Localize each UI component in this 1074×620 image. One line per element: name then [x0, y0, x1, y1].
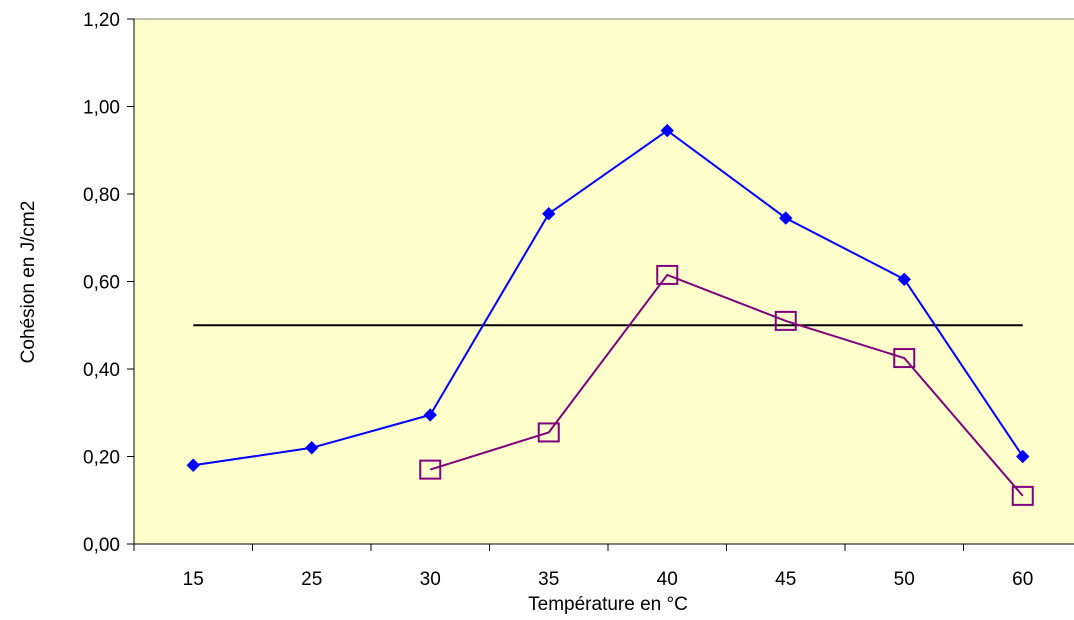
x-tick-label: 25	[301, 569, 322, 590]
series-2-point	[537, 422, 560, 443]
series-2-point	[893, 348, 916, 369]
x-tick-label: 60	[1012, 569, 1033, 590]
y-tick-label: 0,80	[83, 185, 120, 206]
x-tick-label: 15	[183, 569, 204, 590]
x-tick-label: 45	[775, 569, 796, 590]
x-tick-label: 30	[420, 569, 441, 590]
series-line-2	[430, 273, 1024, 497]
y-axis: 0,00 0,20 0,40 0,60 0,80 1,00 1,20	[83, 10, 135, 556]
y-axis-title: Cohésion en J/cm2	[18, 201, 39, 364]
x-axis: 15 25 30 35 40 45 50 60	[133, 543, 1074, 590]
y-tick-label: 1,00	[83, 98, 120, 119]
series-line-1	[193, 129, 1024, 467]
series-1-point	[305, 441, 319, 455]
y-tick-label: 0,00	[83, 535, 120, 556]
x-tick-label: 35	[538, 569, 559, 590]
y-tick-label: 0,60	[83, 273, 120, 294]
x-axis-title: Température en °C	[528, 594, 688, 615]
series-1-point	[897, 272, 911, 287]
plot-area	[133, 18, 1074, 545]
series-2-point	[774, 310, 797, 331]
series-1-point	[779, 211, 793, 225]
series-2-point	[419, 459, 442, 480]
series-1-point	[660, 123, 674, 138]
series-1-point	[186, 458, 200, 472]
series-1-point	[423, 408, 437, 422]
series-1-point	[1016, 449, 1030, 464]
y-tick-label: 0,20	[83, 448, 120, 469]
x-tick-label: 50	[894, 569, 915, 590]
y-tick-label: 0,40	[83, 360, 120, 381]
series-layer	[186, 123, 1034, 506]
series-1-point	[542, 206, 556, 221]
series-2-point	[1011, 485, 1034, 506]
x-tick-label: 40	[657, 569, 678, 590]
series-2-point	[656, 264, 679, 285]
y-tick-label: 1,20	[83, 10, 120, 31]
